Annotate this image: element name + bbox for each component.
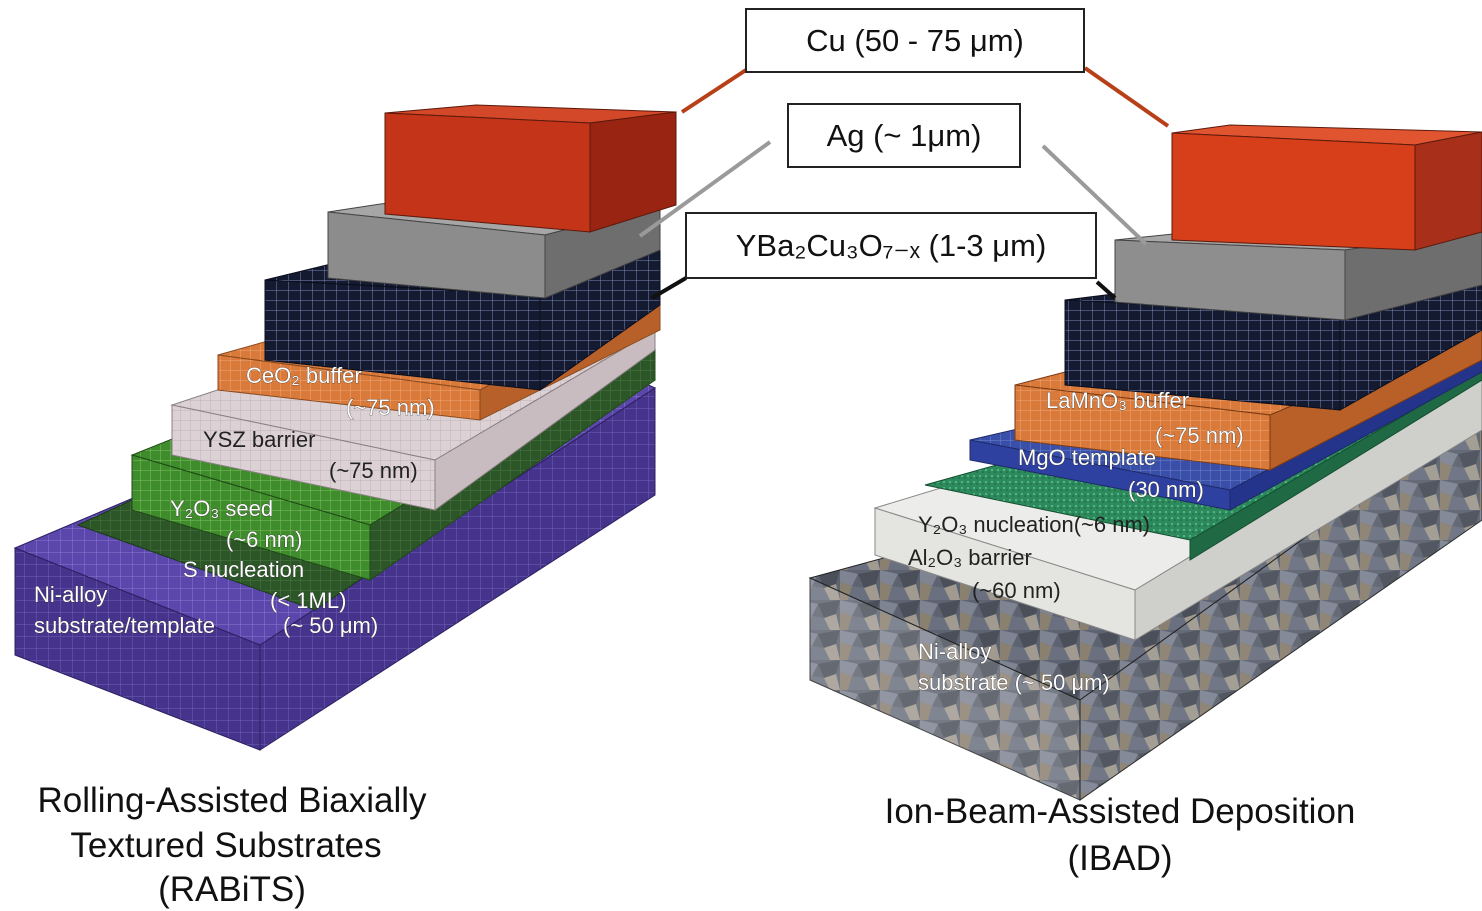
rabits-y2o3-name: Y₂O₃ seed <box>170 496 273 521</box>
ibad-mgo-thickness: (30 nm) <box>1128 477 1204 502</box>
rabits-ceo2-thickness: (~75 nm) <box>346 395 435 420</box>
rabits-ni-thickness: (~ 50 μm) <box>283 613 378 638</box>
ag-callout-label: Ag (~ 1μm) <box>827 118 982 153</box>
ibad-ni-line1: Ni-alloy <box>918 639 991 664</box>
rabits-ceo2-name: CeO₂ buffer <box>246 363 362 388</box>
rabits-ni-line1: Ni-alloy <box>34 582 107 607</box>
ybco-leader-left <box>650 276 688 300</box>
ibad-caption-line2: (IBAD) <box>1068 839 1173 878</box>
ag-leader-left <box>638 140 772 238</box>
callout-leaders <box>638 66 1170 300</box>
ibad-al2o3-name: Al₂O₃ barrier <box>908 545 1032 570</box>
ybco-callout: YBa₂Cu₃O₇₋ₓ (1-3 μm) <box>685 212 1097 279</box>
ibad-y2o3-label: Y₂O₃ nucleation(~6 nm) <box>918 512 1150 537</box>
rabits-caption: Rolling-Assisted Biaxially Textured Subs… <box>37 781 427 909</box>
ibad-lamno3-name: LaMnO₃ buffer <box>1046 388 1189 413</box>
ibad-caption: Ion-Beam-Assisted Deposition (IBAD) <box>885 792 1356 878</box>
rabits-caption-line3: (RABiTS) <box>158 870 306 909</box>
cu-leader-left <box>680 68 748 114</box>
ibad-cu-layer <box>1171 124 1482 251</box>
ibad-mgo-name: MgO template <box>1018 445 1156 470</box>
cu-leader-right <box>1083 66 1170 128</box>
rabits-ni-line2: substrate/template <box>34 613 215 638</box>
cu-callout-label: Cu (50 - 75 μm) <box>806 23 1024 58</box>
rabits-caption-line2: Textured Substrates <box>70 826 381 865</box>
ibad-ni-line2: substrate (~ 50 μm) <box>918 670 1110 695</box>
ibad-al2o3-thickness: (~60 nm) <box>972 578 1061 603</box>
ag-leader-right <box>1041 144 1148 246</box>
cu-callout: Cu (50 - 75 μm) <box>745 8 1085 73</box>
ybco-callout-label: YBa₂Cu₃O₇₋ₓ (1-3 μm) <box>736 228 1047 263</box>
ag-callout: Ag (~ 1μm) <box>787 103 1021 168</box>
rabits-ysz-name: YSZ barrier <box>203 427 315 452</box>
rabits-stack: CeO₂ buffer (~75 nm) YSZ barrier (~75 nm… <box>13 104 677 751</box>
ybco-leader-right <box>1095 280 1117 300</box>
rabits-y2o3-thickness: (~6 nm) <box>226 527 302 552</box>
ibad-lamno3-thickness: (~75 nm) <box>1155 423 1244 448</box>
rabits-s-name: S nucleation <box>183 557 304 582</box>
rabits-s-thickness: (< 1ML) <box>270 588 346 613</box>
ibad-stack: LaMnO₃ buffer (~75 nm) MgO template (30 … <box>808 124 1482 801</box>
rabits-caption-line1: Rolling-Assisted Biaxially <box>37 781 427 820</box>
rabits-cu-layer <box>384 104 677 233</box>
ibad-caption-line1: Ion-Beam-Assisted Deposition <box>885 792 1356 831</box>
rabits-ysz-thickness: (~75 nm) <box>329 458 418 483</box>
